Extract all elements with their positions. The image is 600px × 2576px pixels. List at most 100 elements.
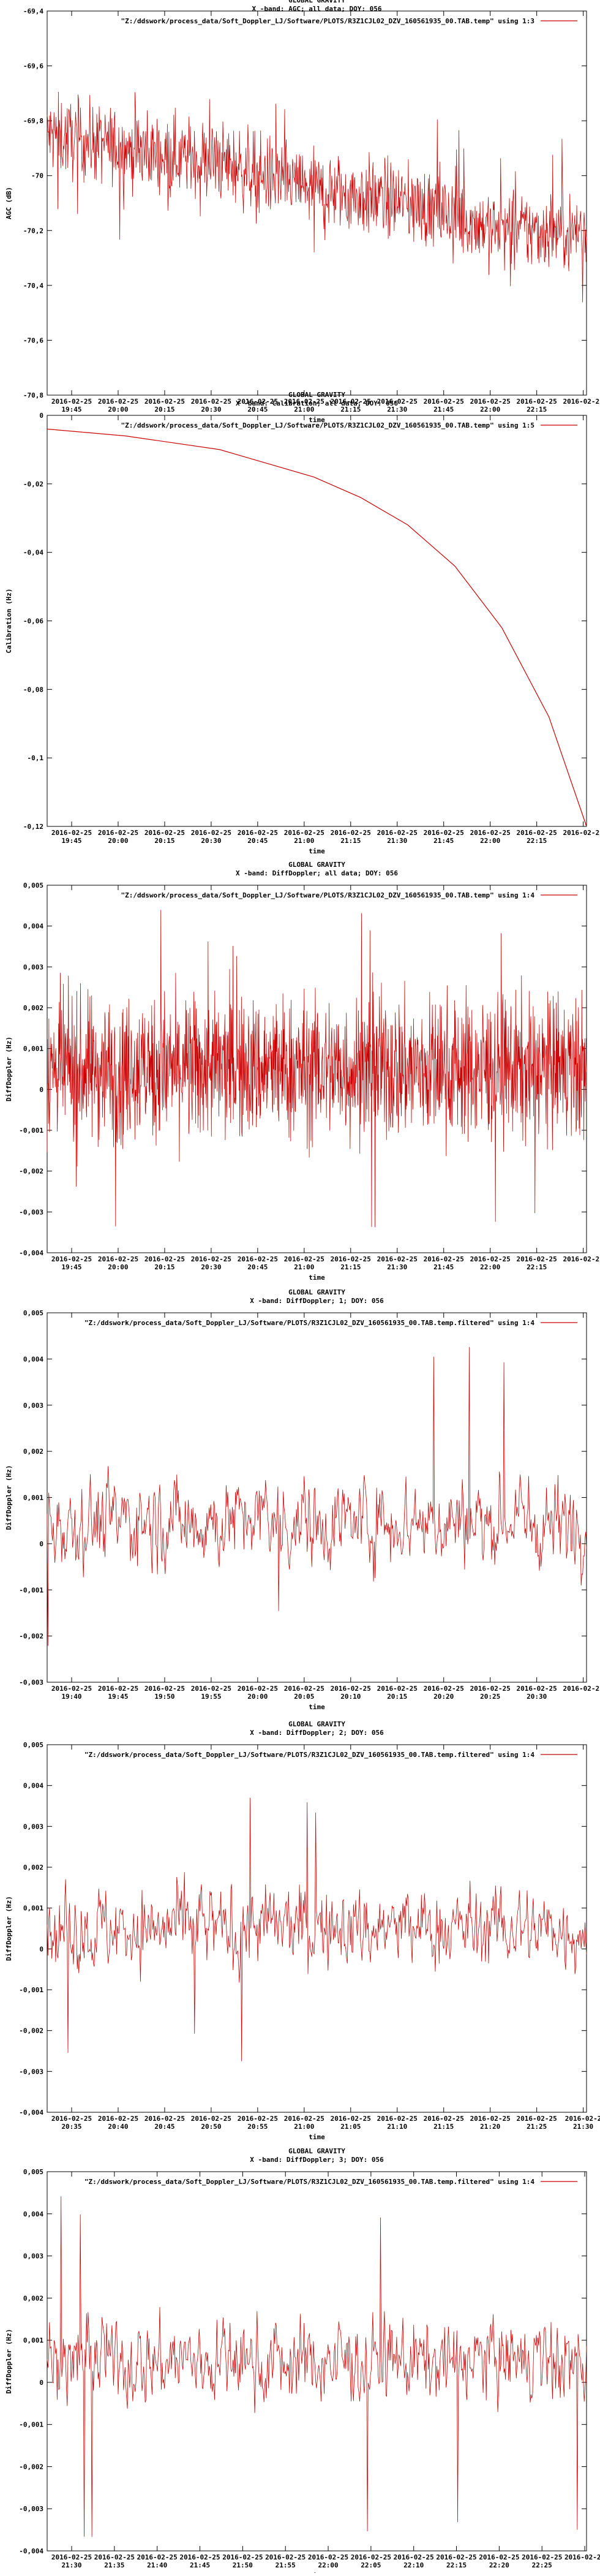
x-tick-date: 2016-02-25 xyxy=(424,398,464,406)
x-tick-date: 2016-02-25 xyxy=(191,829,231,837)
chart-title: GLOBAL GRAVITY xyxy=(288,2147,345,2155)
chart-subtitle: X -band: Calibration; all data; DOY: 056 xyxy=(236,399,398,407)
y-tick-label: 0 xyxy=(39,1540,43,1548)
x-tick-time: 21:55 xyxy=(276,2561,296,2569)
x-tick-time: 20:15 xyxy=(387,1693,407,1701)
x-tick-date: 2016-02-25 xyxy=(331,1255,371,1263)
x-tick-time: 21:45 xyxy=(433,1263,454,1271)
x-tick-date: 2016-02-25 xyxy=(331,2115,371,2123)
y-axis-label: AGC (dB) xyxy=(5,187,13,219)
y-tick-label: -0,08 xyxy=(23,686,43,693)
x-tick-time: 21:05 xyxy=(340,2123,361,2131)
legend-key-text: "Z:/ddswork/process_data/Soft_Doppler_LJ… xyxy=(121,17,534,25)
x-tick-time: 20:15 xyxy=(154,1263,174,1271)
x-tick-time: 21:30 xyxy=(61,2561,81,2569)
x-tick-time: 21:45 xyxy=(433,406,454,414)
x-tick-time: 20:45 xyxy=(247,1263,268,1271)
x-tick-date: 2016-02-25 xyxy=(394,2553,434,2561)
series-line xyxy=(47,428,587,827)
x-tick-date: 2016-02-25 xyxy=(331,829,371,837)
y-axis-label: Calibration (Hz) xyxy=(5,589,13,654)
x-tick-time: 21:25 xyxy=(527,2123,547,2131)
x-tick-date: 2016-02-25 xyxy=(522,2553,562,2561)
y-tick-label: 0,002 xyxy=(23,1448,43,1456)
x-tick-time: 21:50 xyxy=(233,2561,253,2569)
x-tick-date: 2016-02-25 xyxy=(137,2553,178,2561)
x-tick-time: 21:40 xyxy=(147,2561,167,2569)
chart-title: GLOBAL GRAVITY xyxy=(288,861,345,869)
x-tick-date: 2016-02-25 xyxy=(238,829,278,837)
x-tick-date: 2016-02-25 xyxy=(284,398,324,406)
x-tick-date: 2016-02-25 xyxy=(470,398,511,406)
x-tick-time: 22:00 xyxy=(318,2561,338,2569)
x-axis-label: time xyxy=(309,416,325,424)
x-tick-time: 19:50 xyxy=(154,1693,174,1701)
x-tick-date: 2016-02-25 xyxy=(238,1685,278,1693)
x-tick-time: 22:00 xyxy=(480,406,500,414)
x-tick-time: 19:45 xyxy=(61,1263,81,1271)
x-axis-label: time xyxy=(309,2133,325,2141)
x-tick-date: 2016-02-25 xyxy=(51,2553,92,2561)
x-tick-date: 2016-02-25 xyxy=(144,398,185,406)
x-axis-label: time xyxy=(309,1703,325,1711)
x-tick-date: 2016-02-25 xyxy=(98,829,138,837)
x-tick-time: 21:30 xyxy=(387,406,407,414)
y-tick-label: -69,8 xyxy=(23,117,43,125)
x-tick-date: 2016-02-25 xyxy=(470,2115,511,2123)
x-tick-date: 2016-02-25 xyxy=(284,2115,324,2123)
x-tick-time: 20:15 xyxy=(154,406,174,414)
x-tick-time: 20:30 xyxy=(201,406,221,414)
y-tick-label: 0,003 xyxy=(23,1402,43,1410)
y-tick-label: -0,001 xyxy=(19,1586,43,1594)
x-tick-date: 2016-02-25 xyxy=(517,829,557,837)
y-tick-label: 0,002 xyxy=(23,1004,43,1012)
x-tick-time: 21:35 xyxy=(104,2561,124,2569)
x-tick-date: 2016-02-25 xyxy=(191,2115,231,2123)
x-tick-date: 2016-02-25 xyxy=(191,1255,231,1263)
x-tick-date: 2016-02-25 xyxy=(377,2115,418,2123)
y-tick-label: 0,001 xyxy=(23,2336,43,2344)
x-tick-time: 21:45 xyxy=(190,2561,210,2569)
x-tick-time: 20:45 xyxy=(154,2123,174,2131)
y-tick-label: -0,004 xyxy=(19,2109,43,2117)
series-line xyxy=(47,2196,587,2537)
x-tick-time: 20:35 xyxy=(61,2123,81,2131)
x-tick-date: 2016-02-25 xyxy=(144,829,185,837)
x-axis-label: time xyxy=(309,1274,325,1282)
x-tick-time: 21:10 xyxy=(387,2123,407,2131)
x-tick-time: 19:55 xyxy=(201,1693,221,1701)
x-tick-date: 2016-02-25 xyxy=(517,2115,557,2123)
x-tick-time: 22:05 xyxy=(361,2561,381,2569)
y-tick-label: 0,004 xyxy=(23,2210,43,2218)
y-tick-label: -0,003 xyxy=(19,2068,43,2076)
y-tick-label: 0,001 xyxy=(23,1494,43,1502)
x-tick-time: 21:00 xyxy=(294,406,314,414)
x-tick-date: 2016-02-25 xyxy=(179,2553,220,2561)
x-tick-time: 22:15 xyxy=(527,837,547,845)
x-tick-time: 22:15 xyxy=(446,2561,467,2569)
y-tick-label: 0,005 xyxy=(23,882,43,890)
x-tick-time: 20:25 xyxy=(480,1693,500,1701)
x-tick-date: 2016-02-25 xyxy=(51,1685,92,1693)
x-tick-date: 2016-02-25 xyxy=(144,2115,185,2123)
x-tick-time: 21:15 xyxy=(433,2123,454,2131)
x-tick-date: 2016-02-25 xyxy=(51,829,92,837)
x-tick-date: 2016-02-25 xyxy=(331,398,371,406)
y-axis-label: DiffDoppler (Hz) xyxy=(5,1037,13,1101)
x-tick-time: 20:45 xyxy=(247,406,268,414)
x-tick-date: 2016-02-25 xyxy=(265,2553,306,2561)
x-tick-time: 21:30 xyxy=(387,1263,407,1271)
y-tick-label: -70,4 xyxy=(23,282,43,290)
x-tick-time: 19:45 xyxy=(108,1693,128,1701)
y-axis-label: DiffDoppler (Hz) xyxy=(5,1896,13,1961)
x-tick-date: 2016-02-25 xyxy=(517,398,557,406)
series-line xyxy=(47,1797,587,2061)
x-tick-date: 2016-02-25 xyxy=(377,398,418,406)
legend-key-text: "Z:/ddswork/process_data/Soft_Doppler_LJ… xyxy=(121,421,534,429)
y-tick-label: 0,002 xyxy=(23,1864,43,1872)
x-tick-date: 2016-02-25 xyxy=(238,2115,278,2123)
